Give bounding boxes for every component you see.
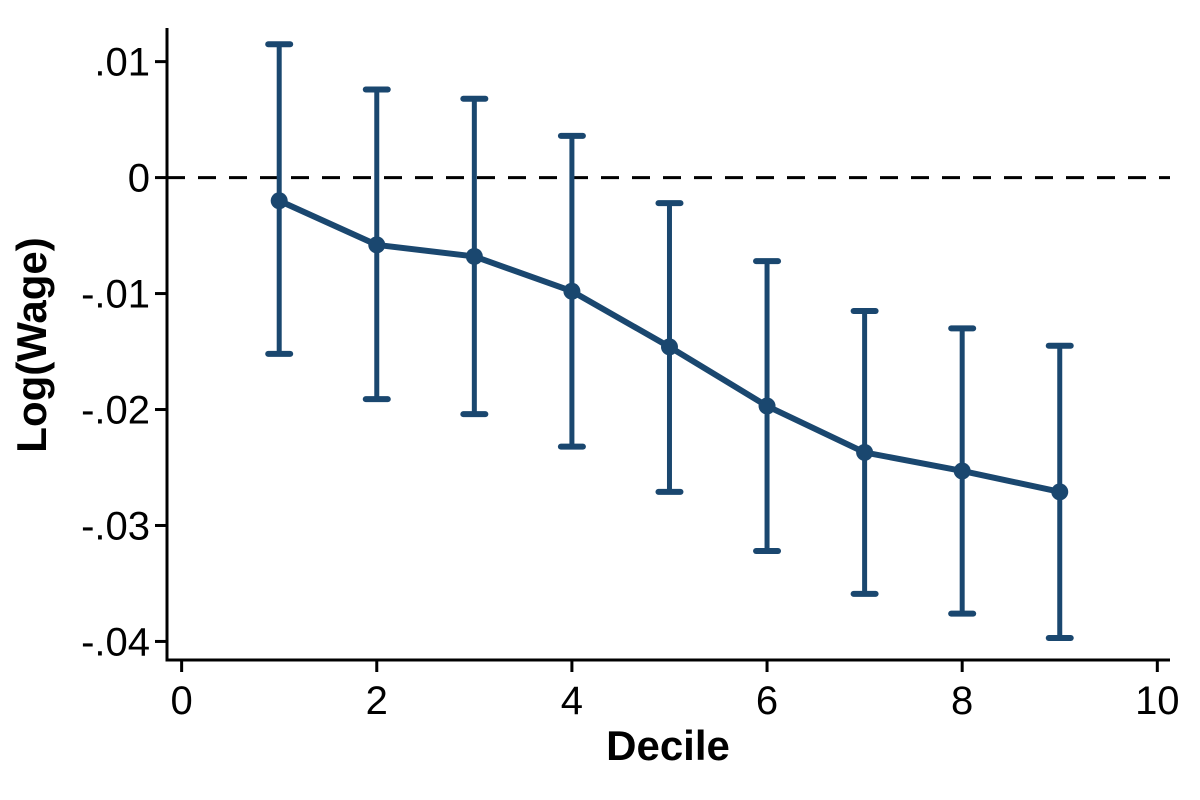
y-axis-title: Log(Wage): [8, 237, 55, 453]
x-tick-label: 4: [561, 679, 583, 723]
x-tick-label: 8: [951, 679, 973, 723]
x-axis-title: Decile: [606, 722, 730, 769]
y-tick-label: .01: [94, 41, 150, 85]
x-tick-label: 6: [756, 679, 778, 723]
data-point-marker: [1051, 483, 1069, 501]
x-tick-label: 10: [1135, 679, 1180, 723]
y-tick-label: 0: [128, 157, 150, 201]
data-point-marker: [465, 247, 483, 265]
y-tick-label: -.01: [81, 273, 150, 317]
data-point-marker: [368, 236, 386, 254]
data-point-marker: [660, 338, 678, 356]
data-point-marker: [563, 282, 581, 300]
data-point-marker: [856, 443, 874, 461]
y-tick-label: -.04: [81, 620, 150, 664]
x-tick-label: 2: [366, 679, 388, 723]
data-point-marker: [758, 397, 776, 415]
data-point-marker: [270, 192, 288, 210]
data-point-marker: [953, 462, 971, 480]
y-tick-label: -.03: [81, 504, 150, 548]
y-tick-label: -.02: [81, 389, 150, 433]
x-tick-label: 0: [171, 679, 193, 723]
axis-spines: [165, 28, 1170, 662]
